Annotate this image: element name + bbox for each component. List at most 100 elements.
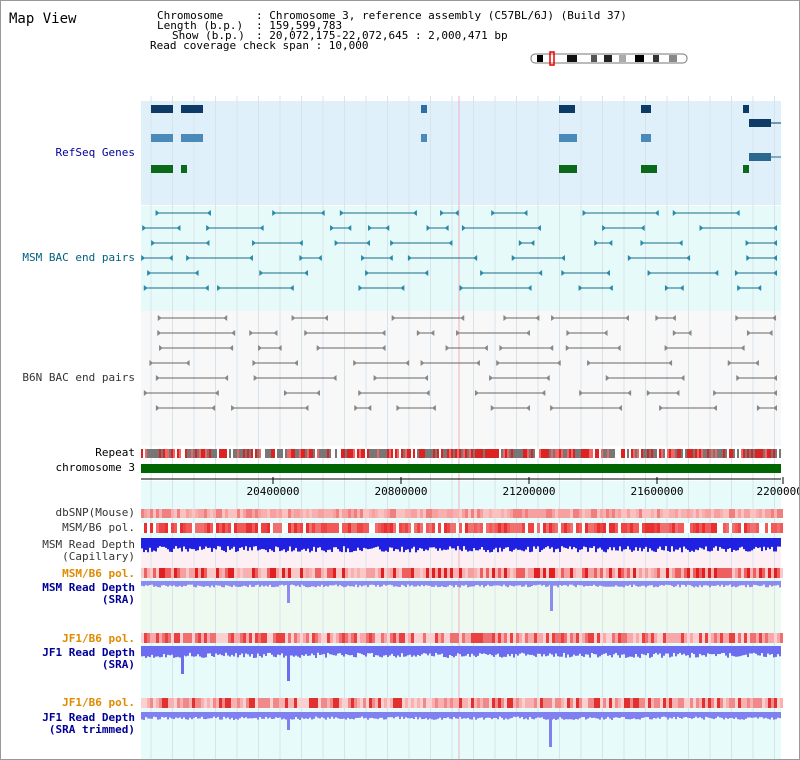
heat-cell [594,633,597,643]
repeat-segment [519,449,521,458]
heat-cell [507,509,510,518]
depth-bar [749,646,751,654]
depth-bar [147,646,149,657]
heat-cell [231,633,234,643]
depth-bar [373,712,375,719]
depth-spike [550,581,553,611]
heat-cell [423,698,426,708]
depth-bar [625,712,627,720]
bac-end [675,390,680,396]
depth-bar [199,646,201,657]
heat-cell [549,698,552,708]
heat-cell [726,523,729,533]
depth-bar [357,646,359,653]
heat-cell [486,568,489,578]
depth-bar [573,581,575,586]
heat-cell [750,698,753,708]
depth-bar [591,538,593,548]
heat-cell [216,523,219,533]
heat-cell [159,523,162,533]
heat-cell [147,698,150,708]
heat-cell [231,509,234,518]
track-label-jf1-depth-trim[interactable]: JF1 Read Depth (SRA trimmed) [42,711,135,736]
depth-bar [593,712,595,718]
depth-bar [519,712,521,719]
coverage-span: Read coverage check span : 10,000 [150,39,369,52]
track-label-jf1-depth-sra[interactable]: JF1 Read Depth (SRA) [42,646,135,671]
depth-bar [489,581,491,587]
depth-bar [203,712,205,720]
repeat-segment [349,449,351,458]
heat-cell [630,523,633,533]
depth-bar [517,581,519,586]
track-label-refseq[interactable]: RefSeq Genes [55,146,135,159]
track-label-repeat[interactable]: Repeat [95,446,135,459]
track-label-msm-depth-capillary[interactable]: MSM Read Depth (Capillary) [42,538,135,563]
heat-cell [741,523,744,533]
heat-cell [633,509,636,518]
bac-end [627,255,632,261]
ideogram-band [537,55,543,62]
heat-cell [399,633,402,643]
depth-bar [209,646,211,654]
heat-cell [297,568,300,578]
depth-bar [221,538,223,551]
bac-end [527,285,532,291]
heat-cell [279,698,282,708]
track-label-dbsnp[interactable]: dbSNP(Mouse) [55,506,135,519]
heat-cell [420,568,423,578]
depth-bar [447,538,449,550]
track-label-jf1-b6-pol[interactable]: JF1/B6 pol. [62,632,135,645]
depth-bar [179,581,181,586]
heat-cell [420,509,423,518]
depth-bar [419,581,421,587]
bac-end [304,270,309,276]
depth-bar [511,712,513,718]
depth-bar [731,646,733,656]
track-label-chromosome[interactable]: chromosome 3 [55,461,135,474]
depth-bar [635,712,637,720]
heat-cell [630,509,633,518]
track-label-msm-b6-pol[interactable]: MSM/B6 pol. [62,521,135,534]
heat-cell [447,633,450,643]
heat-cell [351,523,354,533]
track-label-jf1-b6-pol-trim[interactable]: JF1/B6 pol. [62,696,135,709]
heat-cell [384,509,387,518]
depth-bar [415,538,417,553]
depth-bar [723,581,725,588]
heat-cell [195,523,198,533]
repeat-segment [569,449,571,458]
repeat-segment [437,449,439,458]
heat-cell [243,523,246,533]
depth-bar [253,712,255,719]
heat-cell [180,523,183,533]
heat-cell [243,698,246,708]
bac-end [381,330,386,336]
depth-bar [201,538,203,550]
track-label-b6n-bac[interactable]: B6N BAC end pairs [22,371,135,384]
bac-end [277,345,282,351]
track-label-msm-bac[interactable]: MSM BAC end pairs [22,251,135,264]
repeat-segment [345,449,347,458]
repeat-segment [517,449,519,458]
track-label-msm-depth-sra[interactable]: MSM Read Depth (SRA) [42,581,135,606]
repeat-segment [669,449,671,458]
heat-cell [609,698,612,708]
bac-end [293,360,298,366]
depth-bar [557,646,559,657]
depth-bar [397,538,399,550]
depth-bar [349,581,351,587]
heat-cell [618,523,621,533]
heat-cell [279,523,282,533]
heat-cell [153,509,156,518]
depth-bar [319,712,321,719]
depth-bar [295,646,297,656]
heat-cell [234,633,237,643]
depth-bar [763,581,765,585]
repeat-segment [683,449,685,458]
track-label-msm-b6-pol-sra[interactable]: MSM/B6 pol. [62,567,135,580]
repeat-segment [613,449,615,458]
bac-end [511,255,516,261]
depth-bar [679,712,681,718]
